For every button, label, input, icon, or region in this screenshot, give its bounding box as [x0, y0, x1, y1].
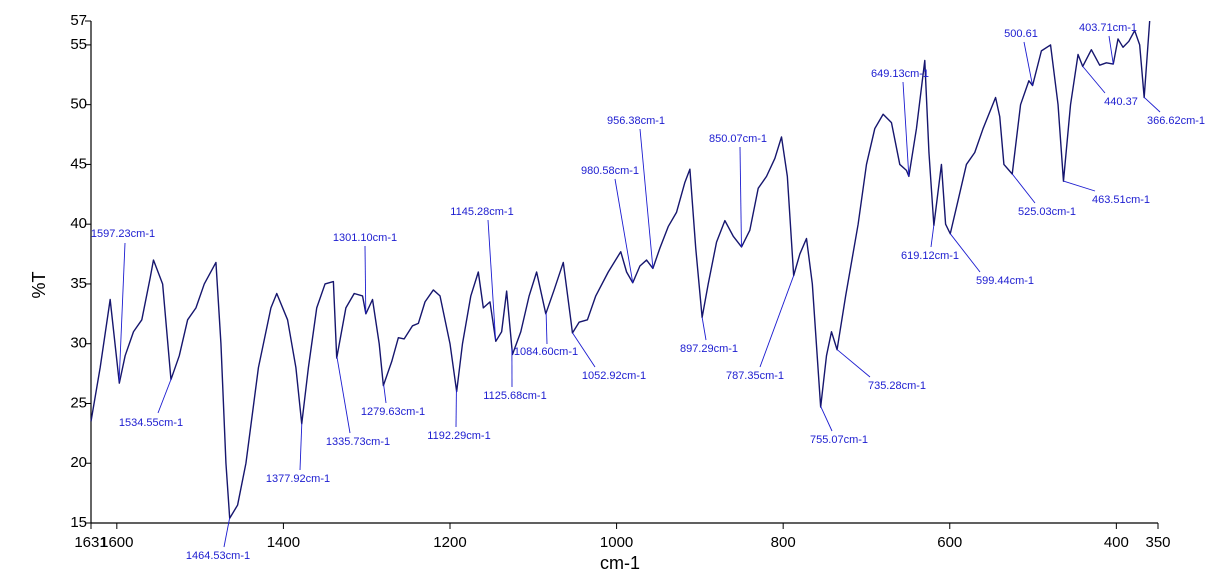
- y-tick-label: 25: [70, 394, 87, 411]
- peak-leader: [300, 423, 302, 470]
- peak-label: 735.28cm-1: [868, 380, 926, 392]
- y-tick-label: 55: [70, 36, 87, 53]
- peak-leader: [760, 275, 794, 367]
- peak-leader: [931, 225, 934, 247]
- peak-label: 850.07cm-1: [709, 133, 767, 145]
- peak-label: 1597.23cm-1: [91, 228, 155, 240]
- peak-label: 525.03cm-1: [1018, 206, 1076, 218]
- peak-leader: [488, 220, 496, 340]
- x-tick-label: 400: [1104, 534, 1129, 551]
- peak-leader: [365, 246, 366, 313]
- peak-leader: [546, 313, 547, 344]
- peak-label: 980.58cm-1: [581, 165, 639, 177]
- peak-label: 1464.53cm-1: [186, 550, 250, 562]
- peak-leader: [903, 82, 909, 176]
- peak-label: 599.44cm-1: [976, 275, 1034, 287]
- peak-label: 1534.55cm-1: [119, 417, 183, 429]
- peak-label: 403.71cm-1: [1079, 22, 1137, 34]
- x-tick-label: 1200: [433, 534, 466, 551]
- peak-label: 1335.73cm-1: [326, 436, 390, 448]
- y-tick-label: 15: [70, 514, 87, 531]
- peak-label: 787.35cm-1: [726, 370, 784, 382]
- y-tick-label: 35: [70, 275, 87, 292]
- peak-leader: [1083, 66, 1105, 93]
- peak-leader: [1012, 174, 1035, 203]
- peak-leader: [740, 147, 741, 247]
- peak-label: 649.13cm-1: [871, 68, 929, 80]
- peak-leader: [1024, 42, 1033, 86]
- peak-label: 366.62cm-1: [1147, 115, 1205, 127]
- peak-leader: [702, 317, 706, 340]
- peak-leader: [1144, 97, 1160, 112]
- peak-leader: [837, 350, 870, 377]
- peak-label: 463.51cm-1: [1092, 194, 1150, 206]
- y-tick-label: 40: [70, 215, 87, 232]
- peak-label: 1145.28cm-1: [450, 206, 513, 218]
- x-tick-label: 800: [771, 534, 796, 551]
- x-tick-label: 1000: [600, 534, 633, 551]
- y-tick-label: 50: [70, 96, 87, 113]
- peak-leader: [337, 357, 350, 433]
- peak-label: 956.38cm-1: [607, 115, 665, 127]
- peak-leader: [821, 406, 832, 431]
- peak-label: 1052.92cm-1: [582, 370, 646, 382]
- y-tick-label: 45: [70, 155, 87, 172]
- x-tick-label: 1400: [267, 534, 300, 551]
- peak-leader: [158, 378, 171, 413]
- peak-label: 500.61: [1004, 28, 1038, 40]
- peak-label: 1084.60cm-1: [514, 346, 578, 358]
- peak-leader: [1063, 181, 1095, 191]
- peak-leader: [384, 385, 386, 403]
- x-axis-title: cm-1: [600, 553, 640, 573]
- x-tick-label: 350: [1145, 534, 1170, 551]
- peak-label: 619.12cm-1: [901, 250, 959, 262]
- peak-label: 1279.63cm-1: [361, 406, 425, 418]
- y-axis-title: %T: [29, 271, 49, 298]
- peak-label: 897.29cm-1: [680, 343, 738, 355]
- peak-label: 1192.29cm-1: [427, 430, 490, 442]
- peak-label: 440.37: [1104, 96, 1138, 108]
- peak-leader: [1109, 36, 1113, 64]
- peak-leader: [615, 179, 633, 283]
- peak-leader: [224, 518, 230, 547]
- y-tick-label: 20: [70, 454, 87, 471]
- y-tick-label: 57: [70, 12, 87, 29]
- peak-label: 1301.10cm-1: [333, 232, 397, 244]
- spectrum-line: [91, 21, 1150, 518]
- peak-label: 1125.68cm-1: [483, 390, 546, 402]
- y-tick-label: 30: [70, 335, 87, 352]
- peak-label: 755.07cm-1: [810, 434, 868, 446]
- x-tick-label: 600: [937, 534, 962, 551]
- peak-label: 1377.92cm-1: [266, 473, 330, 485]
- x-tick-label: 1600: [100, 534, 133, 551]
- peak-leader: [640, 129, 653, 268]
